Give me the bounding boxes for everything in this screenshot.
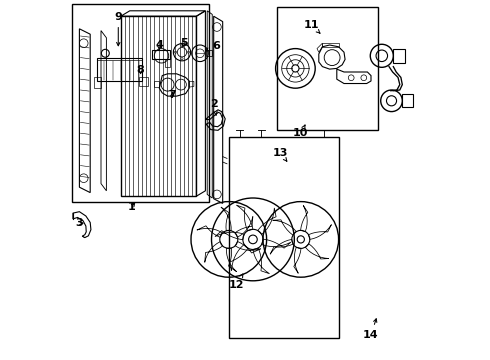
Text: 10: 10 <box>293 125 309 138</box>
Text: 2: 2 <box>211 99 218 115</box>
Text: 13: 13 <box>272 148 288 161</box>
Text: 7: 7 <box>169 90 176 100</box>
Text: 12: 12 <box>228 274 244 290</box>
Text: 1: 1 <box>128 202 135 212</box>
Text: 11: 11 <box>304 20 320 33</box>
Text: 9: 9 <box>114 12 122 46</box>
Text: 3: 3 <box>75 218 83 228</box>
Text: 5: 5 <box>180 38 188 48</box>
Text: 6: 6 <box>206 41 220 51</box>
Text: 8: 8 <box>137 65 145 75</box>
Text: 4: 4 <box>155 40 163 50</box>
Text: 14: 14 <box>363 319 379 340</box>
